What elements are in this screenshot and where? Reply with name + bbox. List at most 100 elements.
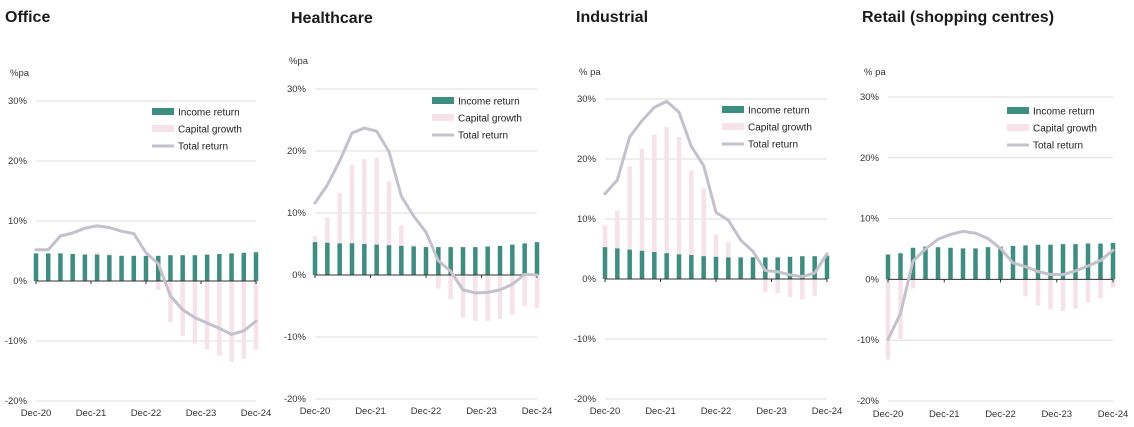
y-tick-label: 0%: [13, 276, 27, 287]
y-tick-label: -20%: [5, 396, 28, 407]
y-tick-label: -10%: [857, 335, 880, 346]
bar-income-return: [374, 244, 379, 275]
bar-income-return: [664, 253, 669, 279]
bar-income-return: [312, 242, 318, 275]
y-tick-label: 20%: [860, 153, 880, 164]
y-tick-label: 10%: [860, 214, 880, 225]
x-tick-label: Dec-20: [300, 406, 331, 417]
bar-income-return: [998, 246, 1003, 280]
bar-income-return: [155, 255, 161, 281]
x-tick-label: Dec-23: [466, 406, 497, 417]
bar-income-return: [119, 255, 124, 281]
x-tick-label: Dec-21: [355, 406, 386, 417]
bar-capital-growth: [800, 279, 805, 300]
bar-income-return: [241, 252, 247, 281]
legend-label: Capital growth: [1033, 124, 1097, 135]
legend-swatch-capital: [432, 114, 454, 121]
x-tick-label: Dec-23: [1041, 409, 1072, 420]
x-tick-label: Dec-24: [812, 406, 843, 417]
bar-income-return: [738, 257, 743, 279]
bar-income-return: [143, 255, 149, 281]
chart-title: Office: [5, 9, 51, 26]
y-axis-label: %pa: [10, 68, 30, 79]
bar-income-return: [337, 243, 342, 275]
bar-capital-growth: [701, 188, 706, 279]
bar-capital-growth: [497, 275, 503, 320]
bar-income-return: [45, 253, 51, 281]
bar-income-return: [615, 248, 620, 279]
bar-capital-growth: [473, 275, 478, 321]
y-axis-label: % pa: [864, 67, 886, 78]
bar-income-return: [325, 242, 330, 275]
bar-capital-growth: [1110, 279, 1116, 288]
y-axis-label: % pa: [579, 67, 601, 78]
bar-income-return: [349, 243, 355, 275]
bar-capital-growth: [349, 164, 355, 275]
legend-label: Total return: [178, 142, 228, 153]
bar-income-return: [362, 244, 367, 275]
bar-income-return: [253, 252, 259, 281]
bar-income-return: [787, 256, 793, 279]
y-tick-label: -20%: [574, 394, 597, 405]
bar-capital-growth: [204, 281, 210, 350]
chart-svg: 30% 20% 10% 0% -10% -20% % pa Dec-20 Dec-21 Dec-2…: [857, 67, 1129, 420]
bar-income-return: [423, 247, 429, 275]
bar-income-return: [1048, 244, 1053, 280]
legend-label: Capital growth: [458, 114, 522, 125]
bar-income-return: [701, 256, 706, 279]
bar-capital-growth: [510, 275, 515, 315]
x-tick-label: Dec-20: [873, 409, 904, 420]
y-tick-label: -10%: [574, 334, 597, 345]
x-tick-label: Dec-21: [929, 409, 960, 420]
bar-income-return: [70, 254, 75, 281]
legend-label: Income return: [458, 97, 520, 108]
bar-capital-growth: [168, 281, 173, 323]
bar-capital-growth: [374, 157, 379, 275]
bar-capital-growth: [1085, 279, 1091, 303]
bar-income-return: [775, 257, 780, 279]
bar-income-return: [602, 247, 608, 279]
bar-income-return: [973, 248, 978, 280]
y-tick-label: 30%: [860, 92, 880, 103]
bar-capital-growth: [639, 148, 645, 279]
bar-income-return: [726, 257, 731, 279]
bar-capital-growth: [485, 275, 490, 321]
legend-label: Capital growth: [748, 123, 812, 134]
x-tick-label: Dec-24: [241, 408, 272, 419]
bar-income-return: [713, 256, 719, 279]
bar-income-return: [534, 242, 540, 275]
bar-income-return: [639, 250, 645, 279]
bar-capital-growth: [241, 281, 247, 359]
x-tick-label: Dec-21: [645, 406, 676, 417]
bar-capital-growth: [436, 275, 441, 289]
bar-income-return: [898, 253, 903, 280]
y-tick-label: 0%: [582, 274, 596, 285]
bar-capital-growth: [192, 281, 198, 344]
bar-income-return: [1035, 244, 1041, 280]
bar-income-return: [448, 247, 453, 275]
bar-income-return: [94, 254, 100, 281]
bar-income-return: [1085, 243, 1091, 280]
y-tick-label: 30%: [577, 94, 597, 105]
bar-capital-growth: [812, 279, 817, 296]
line-total-return: [313, 126, 539, 295]
bar-income-return: [229, 253, 234, 281]
bar-income-return: [399, 245, 404, 275]
bar-income-return: [627, 249, 632, 279]
bar-income-return: [1060, 244, 1066, 280]
x-tick-label: Dec-22: [131, 408, 162, 419]
y-tick-label: 30%: [8, 96, 28, 107]
legend-label: Total return: [748, 140, 798, 151]
bar-income-return: [497, 245, 503, 275]
chart-title: Industrial: [576, 9, 649, 26]
chart-healthcare: Healthcare 30% 20% 10% 0% -10% -20% %pa Dec-20 D…: [284, 0, 565, 427]
bar-income-return: [1023, 245, 1028, 280]
bar-income-return: [460, 247, 466, 275]
bar-income-return: [812, 256, 817, 279]
bar-capital-growth: [534, 275, 540, 308]
bar-capital-growth: [448, 275, 453, 300]
x-tick-label: Dec-23: [756, 406, 787, 417]
bar-capital-growth: [664, 127, 669, 279]
bar-income-return: [960, 248, 966, 280]
legend-label: Income return: [1033, 107, 1095, 118]
